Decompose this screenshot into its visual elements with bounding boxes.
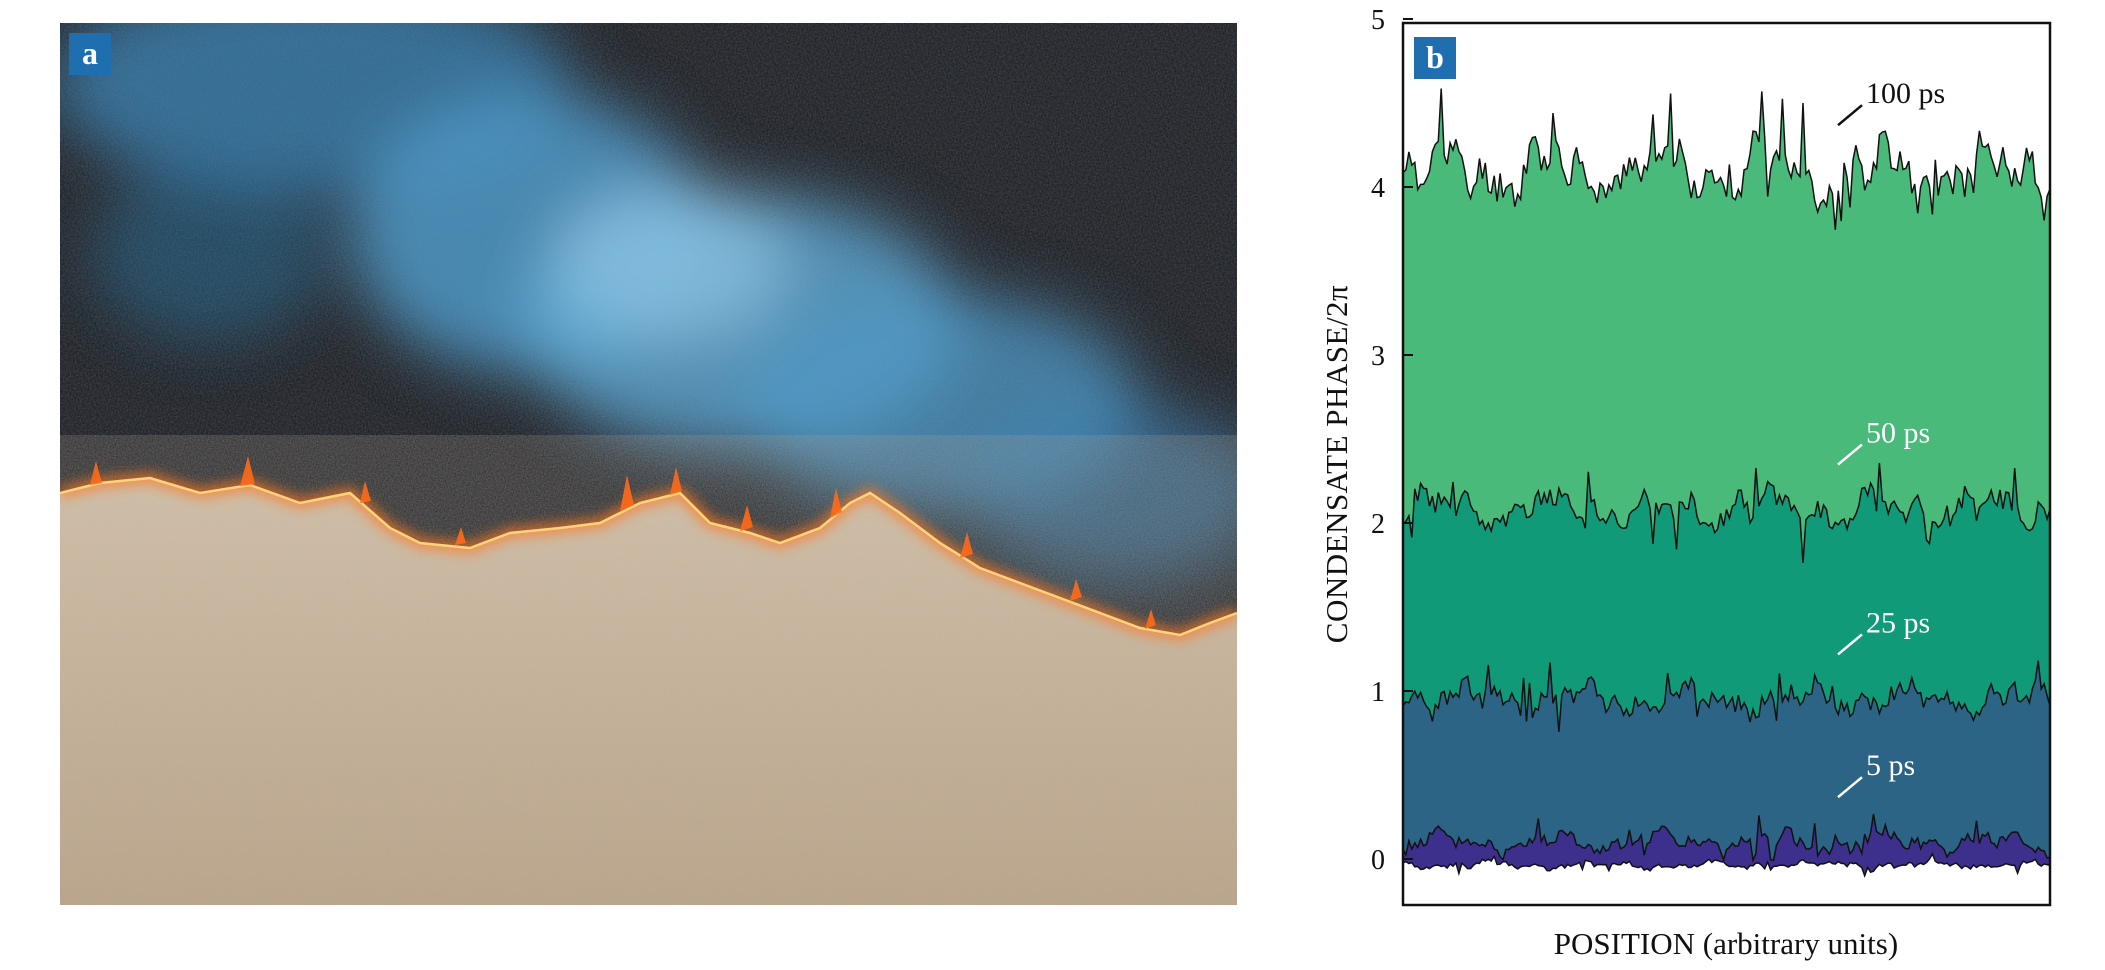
y-tick-label: 3 <box>1371 341 1385 372</box>
y-tick-label: 0 <box>1371 845 1385 876</box>
y-tick-label: 5 <box>1371 5 1385 36</box>
panel-b-label: b <box>1414 37 1456 79</box>
y-tick-label: 1 <box>1371 677 1385 708</box>
curve-label-50-ps: 50 ps <box>1866 417 1930 450</box>
y-axis-label: CONDENSATE PHASE/2π <box>1319 285 1354 643</box>
leader-line-5-ps <box>1837 776 1863 799</box>
plot-frame <box>1401 21 2052 907</box>
curve-label-100-ps: 100 ps <box>1866 77 1945 110</box>
x-axis-label: POSITION (arbitrary units) <box>1554 926 1898 961</box>
phase-chart: 0 1 2 3 4 5 CONDENSATE PHASE/2π POSITION (arb… <box>1290 0 2090 970</box>
smoke <box>60 23 1237 583</box>
panel-a-label: a <box>69 33 111 75</box>
leader-line-50-ps <box>1837 443 1863 466</box>
leader-line-25-ps <box>1837 633 1863 656</box>
flame-front <box>60 456 1237 640</box>
leader-line-100-ps <box>1837 104 1863 127</box>
fire-photo: a <box>60 23 1237 905</box>
y-tick-label: 2 <box>1371 509 1385 540</box>
below-zero-region <box>1403 852 2050 905</box>
curve-label-5-ps: 5 ps <box>1866 749 1915 782</box>
curve-label-25-ps: 25 ps <box>1866 606 1930 639</box>
y-tick-label: 4 <box>1371 173 1385 204</box>
